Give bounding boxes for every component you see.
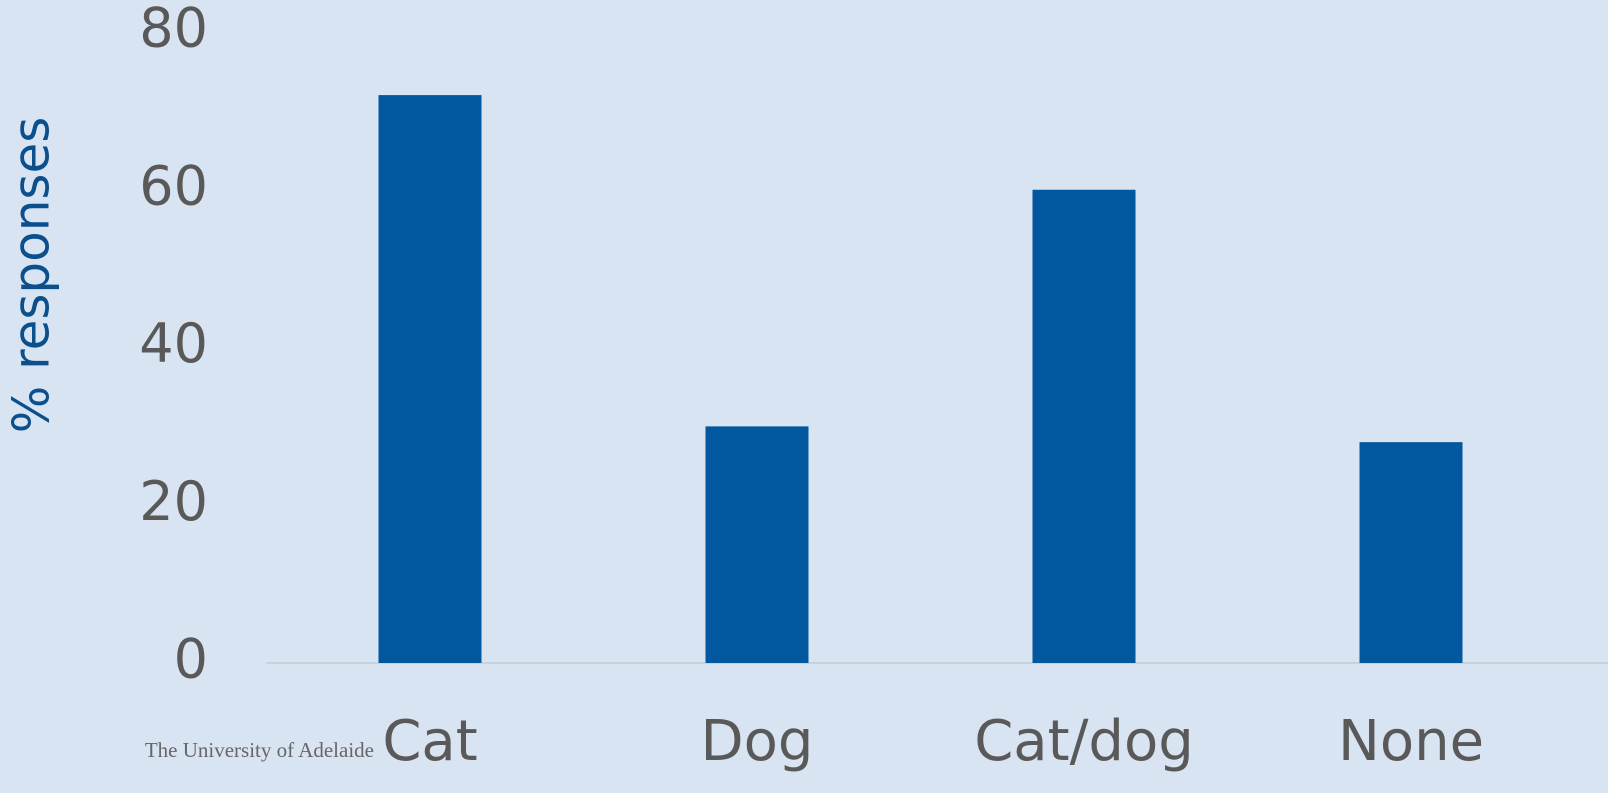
y-tick-label: 80	[139, 0, 208, 60]
bar	[1032, 189, 1136, 663]
y-tick-label: 40	[139, 312, 208, 375]
y-axis-label: % responses	[3, 117, 61, 434]
x-tick-label: Dog	[701, 709, 814, 774]
x-tick-label: Cat/dog	[974, 709, 1194, 774]
bar	[378, 95, 482, 664]
x-tick-label: Cat	[382, 709, 477, 774]
bar	[705, 426, 809, 663]
y-tick-label: 60	[139, 154, 208, 217]
bar	[1359, 442, 1463, 663]
y-tick-label: 0	[174, 628, 208, 691]
footer: The University of Adelaide	[145, 738, 374, 762]
y-tick-label: 20	[139, 470, 208, 533]
x-tick-label: None	[1338, 709, 1484, 774]
